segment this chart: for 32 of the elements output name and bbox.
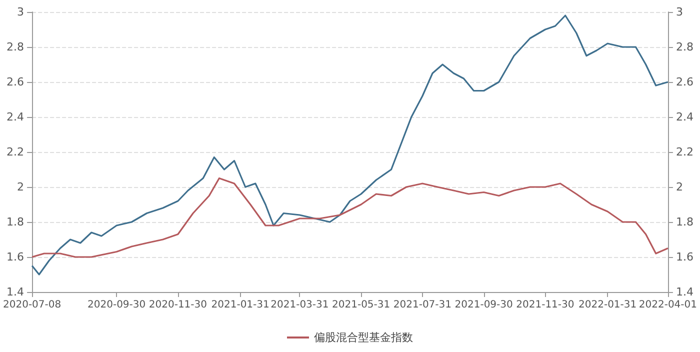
y-tick-label: 2 xyxy=(17,180,24,194)
y2-tick-label: 1.6 xyxy=(676,250,694,264)
x-tick-label: 2021-11-30 xyxy=(516,300,574,310)
y2-tick-label: 2.4 xyxy=(676,110,694,124)
x-tick-label: 2021-05-31 xyxy=(332,300,390,310)
x-tick-label: 2021-01-31 xyxy=(211,300,270,310)
x-tick-label: 2021-07-31 xyxy=(393,300,452,310)
x-tick-label: 2020-09-30 xyxy=(88,300,146,310)
y2-tick-label: 2 xyxy=(676,180,683,194)
x-tick-label: 2022-01-31 xyxy=(578,300,637,310)
y2-tick-label: 1.4 xyxy=(676,286,694,298)
y-tick-label: 2.8 xyxy=(6,40,24,54)
y2-tick-label: 3 xyxy=(676,6,683,18)
y-tick-label: 2.4 xyxy=(6,110,24,124)
x-tick-label: 2020-07-08 xyxy=(2,300,62,310)
y-tick-label: 2.6 xyxy=(6,76,24,88)
x-tick-label: 2021-03-31 xyxy=(270,300,329,310)
x-tick-label: 2022-04-01 xyxy=(638,300,698,310)
x-tick-label: 2020-11-30 xyxy=(148,300,208,310)
line-series xyxy=(31,177,669,258)
y-tick-label: 1.8 xyxy=(6,216,24,228)
y-tick-label: 2.2 xyxy=(6,146,24,158)
y2-tick-label: 2.2 xyxy=(676,146,694,158)
y-tick-label: 1.4 xyxy=(6,286,24,298)
line-series xyxy=(31,14,669,276)
y2-tick-label: 1.8 xyxy=(676,216,694,228)
y-tick-label: 3 xyxy=(17,6,24,18)
y-tick-label: 1.6 xyxy=(6,250,24,264)
y2-tick-label: 2.6 xyxy=(676,76,694,88)
legend-label: 偏股混合型基金指数 xyxy=(314,331,413,344)
y2-tick-label: 2.8 xyxy=(676,40,694,54)
x-tick-label: 2021-09-30 xyxy=(454,300,513,310)
